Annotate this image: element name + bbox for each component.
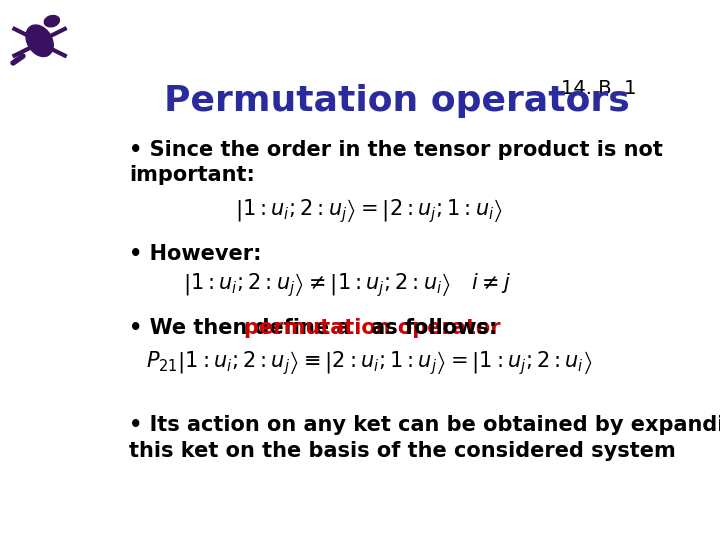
Text: Permutation operators: Permutation operators bbox=[164, 84, 630, 118]
Text: as follows:: as follows: bbox=[364, 319, 498, 339]
Text: important:: important: bbox=[129, 165, 255, 185]
Text: 14. B. 1: 14. B. 1 bbox=[562, 79, 637, 98]
Text: permutation operator: permutation operator bbox=[243, 319, 500, 339]
Ellipse shape bbox=[44, 16, 60, 27]
Text: this ket on the basis of the considered system: this ket on the basis of the considered … bbox=[129, 441, 676, 461]
Text: • Since the order in the tensor product is not: • Since the order in the tensor product … bbox=[129, 140, 663, 160]
Text: $P_{21}\left|1:u_i;2:u_j\right\rangle \equiv \left|2:u_i;1:u_j\right\rangle = \l: $P_{21}\left|1:u_i;2:u_j\right\rangle \e… bbox=[145, 349, 593, 377]
FancyArrowPatch shape bbox=[13, 56, 23, 63]
Text: • Its action on any ket can be obtained by expanding: • Its action on any ket can be obtained … bbox=[129, 415, 720, 435]
Ellipse shape bbox=[26, 25, 53, 57]
Text: • However:: • However: bbox=[129, 244, 261, 264]
Text: • We then define a: • We then define a bbox=[129, 319, 358, 339]
Text: $\left|1:u_i;2:u_j\right\rangle = \left|2:u_j;1:u_i\right\rangle$: $\left|1:u_i;2:u_j\right\rangle = \left|… bbox=[235, 198, 503, 225]
Text: $\left|1:u_i;2:u_j\right\rangle \neq \left|1:u_j;2:u_i\right\rangle \quad i \neq: $\left|1:u_i;2:u_j\right\rangle \neq \le… bbox=[183, 272, 510, 299]
